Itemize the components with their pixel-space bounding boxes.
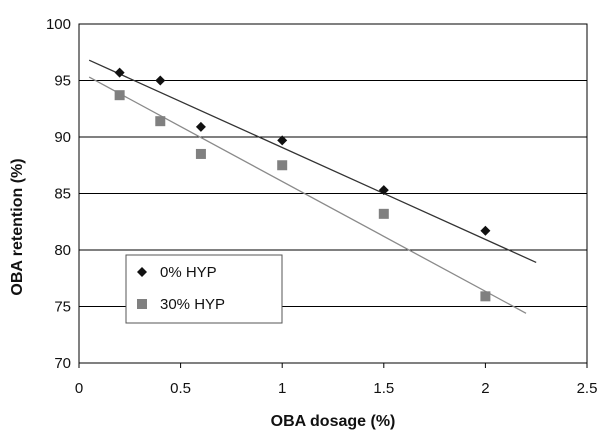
- y-axis-ticks: 70 75 80 85 90 95 100: [46, 16, 71, 372]
- y-tick-label: 85: [54, 186, 71, 203]
- legend: 0% HYP 30% HYP: [125, 254, 283, 324]
- legend-marker-1: [137, 267, 147, 277]
- data-point-series-2: [378, 208, 389, 219]
- data-point-series-2: [114, 90, 125, 101]
- x-axis-ticks: 0 0.5 1 1.5 2 2.5: [75, 363, 598, 397]
- legend-marker-2: [137, 299, 147, 309]
- x-tick-label: 0.5: [170, 380, 191, 397]
- x-axis-title: OBA dosage (%): [271, 413, 396, 430]
- y-tick-label: 95: [54, 73, 71, 90]
- data-point-series-1: [114, 67, 125, 78]
- data-point-series-1: [480, 225, 491, 236]
- x-tick-label: 2.5: [577, 380, 598, 397]
- y-tick-label: 80: [54, 242, 71, 259]
- x-tick-label: 2: [481, 380, 489, 397]
- data-point-series-1: [155, 75, 166, 86]
- y-tick-label: 100: [46, 16, 71, 33]
- y-tick-label: 70: [54, 355, 71, 372]
- y-tick-label: 75: [54, 299, 71, 316]
- data-point-series-2: [277, 160, 288, 171]
- data-points: [114, 67, 491, 302]
- data-point-series-1: [277, 135, 288, 146]
- x-tick-label: 0: [75, 380, 83, 397]
- legend-box: [125, 254, 283, 324]
- trendline-1: [88, 59, 537, 264]
- y-tick-label: 90: [54, 129, 71, 146]
- y-axis-title: OBA retention (%): [9, 158, 26, 295]
- x-tick-label: 1: [278, 380, 286, 397]
- plot-frame: [78, 23, 588, 364]
- data-point-series-1: [195, 121, 206, 132]
- x-tick-label: 1.5: [373, 380, 394, 397]
- data-point-series-1: [378, 185, 389, 196]
- legend-label-1: 0% HYP: [160, 264, 217, 281]
- data-point-series-2: [195, 148, 206, 159]
- data-point-series-2: [155, 116, 166, 127]
- data-point-series-2: [480, 291, 491, 302]
- legend-label-2: 30% HYP: [160, 296, 225, 313]
